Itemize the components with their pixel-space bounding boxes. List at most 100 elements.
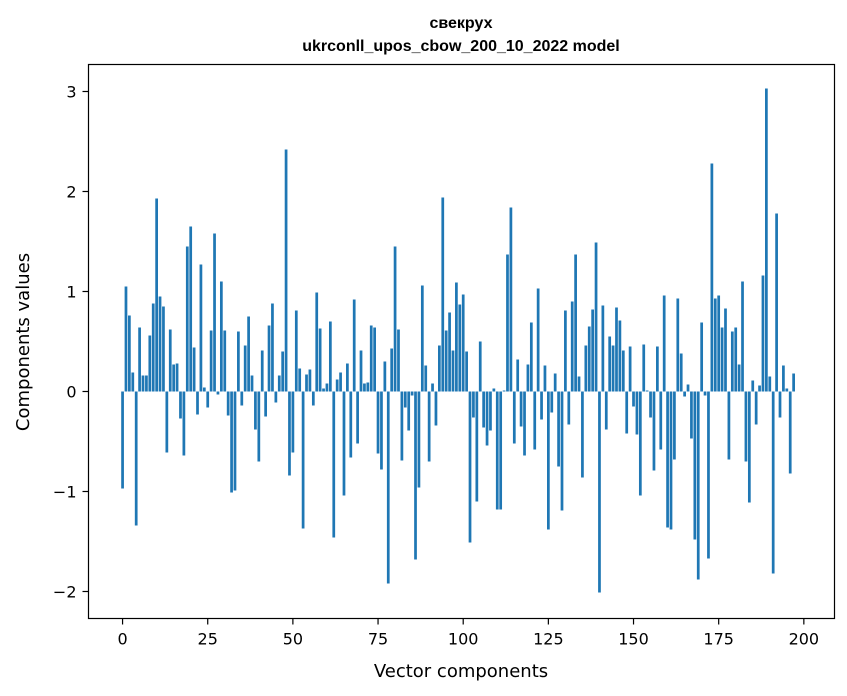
bar <box>128 315 131 392</box>
bar <box>724 308 727 392</box>
x-tick-label: 0 <box>117 630 127 649</box>
bar <box>659 391 663 450</box>
bar <box>438 345 441 392</box>
bar <box>720 327 724 392</box>
bar <box>656 346 659 392</box>
bar <box>690 391 693 439</box>
bar <box>771 391 775 574</box>
bar <box>482 391 486 428</box>
y-tick-label: −2 <box>53 583 77 602</box>
y-tick-label: 1 <box>66 283 76 302</box>
bar <box>230 391 233 493</box>
bar <box>448 312 451 392</box>
bar <box>608 336 612 392</box>
bar <box>536 288 540 392</box>
bar <box>267 325 271 392</box>
bar <box>322 388 325 392</box>
bar <box>254 391 257 430</box>
x-tick-label: 150 <box>618 630 649 649</box>
bar <box>151 303 155 392</box>
bar <box>410 391 414 396</box>
bar <box>669 391 673 530</box>
bar <box>638 391 642 496</box>
bar <box>591 309 595 392</box>
x-tick-label: 200 <box>789 630 820 649</box>
bar <box>349 391 353 458</box>
bar <box>305 374 308 392</box>
bar <box>240 391 244 406</box>
bar <box>529 322 533 392</box>
bar <box>693 391 697 540</box>
bar <box>553 373 557 392</box>
bar <box>533 391 537 450</box>
bar <box>363 383 366 392</box>
bar <box>318 328 322 392</box>
bar <box>328 321 332 392</box>
bar <box>632 391 635 407</box>
bar <box>652 391 656 471</box>
bar <box>679 353 683 392</box>
x-tick-label: 175 <box>703 630 734 649</box>
bar <box>332 391 336 538</box>
bar <box>727 391 731 460</box>
bar <box>615 307 618 392</box>
chart-title-line2: ukrconll_upos_cbow_200_10_2022 model <box>302 38 619 55</box>
bar <box>478 341 482 392</box>
bar <box>696 391 700 580</box>
bar <box>427 391 431 462</box>
bar <box>662 295 666 392</box>
bar <box>472 391 475 418</box>
bar <box>645 390 649 392</box>
bar <box>499 391 503 510</box>
bar <box>264 391 267 417</box>
bar <box>158 296 162 392</box>
bar <box>461 294 465 392</box>
bar <box>676 298 680 392</box>
x-tick-label: 125 <box>533 630 564 649</box>
bar <box>628 346 632 392</box>
bar <box>145 375 148 392</box>
bar <box>192 347 196 392</box>
bar <box>489 391 492 431</box>
bar <box>277 375 281 392</box>
bar <box>621 350 625 392</box>
x-tick-label: 75 <box>368 630 388 649</box>
bar <box>516 359 520 392</box>
bar <box>206 391 210 408</box>
bar <box>294 310 298 392</box>
bar <box>325 383 329 392</box>
bar <box>339 372 342 392</box>
bar <box>700 322 704 392</box>
bar <box>162 306 165 392</box>
bar <box>335 379 339 392</box>
bar <box>506 254 509 392</box>
bar <box>288 391 291 476</box>
bar <box>564 310 567 392</box>
bar <box>737 364 741 392</box>
bar <box>226 391 230 416</box>
bar <box>247 316 250 392</box>
bar <box>260 350 264 392</box>
bar <box>237 331 240 392</box>
bar <box>403 391 407 408</box>
bar <box>717 295 721 392</box>
y-axis-ticks: −2 −1 0 1 2 3 <box>53 83 89 602</box>
bar <box>761 275 765 392</box>
bar <box>352 299 356 392</box>
y-tick-label: 2 <box>66 183 76 202</box>
y-tick-label: 0 <box>66 383 76 402</box>
bar <box>199 264 203 392</box>
bar <box>625 391 629 434</box>
bar <box>373 327 376 392</box>
bars-group <box>121 88 795 593</box>
bar <box>495 391 499 510</box>
bar <box>131 372 135 392</box>
bar <box>560 391 564 511</box>
bar <box>274 391 278 403</box>
bar <box>703 391 707 396</box>
bar <box>369 325 373 392</box>
bar <box>458 304 462 392</box>
bar <box>179 391 182 419</box>
bar <box>298 368 302 392</box>
bar <box>383 361 387 392</box>
